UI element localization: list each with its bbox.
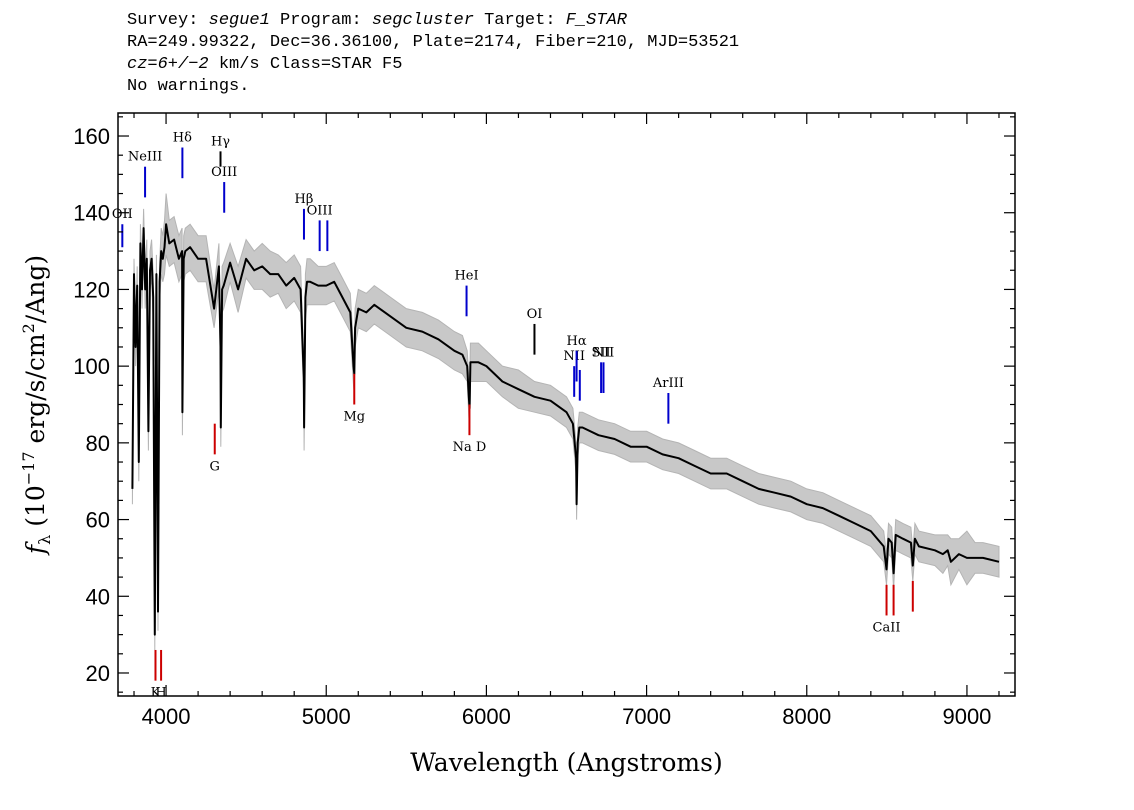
x-axis-title: Wavelength (Angstroms) (410, 748, 722, 777)
y-axis-title-units: erg/s/cm (21, 333, 50, 451)
program-value: segcluster (371, 11, 474, 30)
header-line-warnings: No warnings. (127, 77, 250, 96)
spectrum-line-layer (131, 223, 1000, 636)
y-axis-title: fλ (10−17 erg/s/cm2/Ang) (19, 255, 54, 556)
emission-line-label-13: SII (592, 345, 611, 360)
absorption-line-label-4: Na D (453, 440, 487, 455)
y-axis-title-sub: λ (35, 535, 54, 545)
header-line-coordinates: RA=249.99322, Dec=36.36100, Plate=2174, … (127, 33, 740, 52)
emission-line-label-10: NII (563, 349, 585, 364)
spectrum-line (131, 223, 1000, 636)
survey-label: Survey: (127, 11, 199, 30)
y-tick-label: 80 (86, 431, 110, 456)
class-value: km/s Class=STAR F5 (208, 55, 403, 74)
cz-value: cz=6+/−2 (127, 55, 209, 74)
x-tick-label: 9000 (942, 704, 991, 729)
y-tick-label: 160 (73, 124, 110, 149)
emission-line-label-5: Hβ (295, 192, 314, 207)
axis-ticks: 4000 5000 6000 7000 8000 9000 20 40 60 80 100 120 14… (73, 113, 1015, 729)
x-tick-label: 5000 (302, 704, 351, 729)
y-tick-label: 120 (73, 277, 110, 302)
y-axis-title-f: f (21, 541, 50, 556)
absorption-line-label-0: K (151, 686, 161, 701)
y-axis-title-exp2: 2 (19, 323, 38, 333)
emission-line-label-14: NII (593, 345, 615, 360)
y-tick-label: 60 (86, 508, 110, 533)
x-tick-label: 8000 (782, 704, 831, 729)
emission-line-label-4: OIII (211, 165, 237, 180)
y-tick-label: 40 (86, 584, 110, 609)
error-band (131, 193, 1000, 651)
target-value: F_STAR (565, 11, 627, 30)
spectrum-header: Survey: segue1 Program: segcluster Targe… (127, 10, 739, 98)
header-line-redshift: cz=6+/−2 km/s Class=STAR F5 (127, 54, 739, 76)
x-tick-label: 7000 (622, 704, 671, 729)
emission-line-label-3: Hγ (211, 134, 230, 149)
y-axis-title-main: (10 (21, 485, 50, 535)
emission-line-label-6: OIII (307, 203, 333, 218)
emission-line-label-1: NeIII (128, 150, 162, 165)
absorption-line-label-3: Mg (343, 410, 365, 425)
absorption-line-label-5: CaII (873, 620, 901, 635)
y-axis-title-end: /Ang) (21, 255, 50, 323)
target-label: Target: (484, 11, 556, 30)
survey-value: segue1 (208, 11, 270, 30)
y-axis-title-exp: −17 (19, 451, 38, 485)
emission-line-label-9: OI (527, 307, 543, 322)
absorption-line-label-2: G (210, 459, 220, 474)
emission-line-label-11: Hα (567, 334, 587, 349)
absorption-line-label-1: H (155, 686, 166, 701)
x-tick-label: 4000 (142, 704, 191, 729)
x-tick-label: 6000 (462, 704, 511, 729)
y-tick-label: 140 (73, 201, 110, 226)
program-label: Program: (280, 11, 362, 30)
y-tick-label: 100 (73, 354, 110, 379)
header-line-survey: Survey: segue1 Program: segcluster Targe… (127, 10, 739, 32)
y-tick-label: 20 (86, 661, 110, 686)
error-band-layer (131, 193, 1000, 651)
emission-line-label-0: OII (112, 207, 133, 222)
emission-line-label-8: HeI (454, 269, 478, 284)
emission-line-label-15: ArIII (652, 376, 684, 391)
emission-line-label-2: Hδ (173, 131, 192, 146)
